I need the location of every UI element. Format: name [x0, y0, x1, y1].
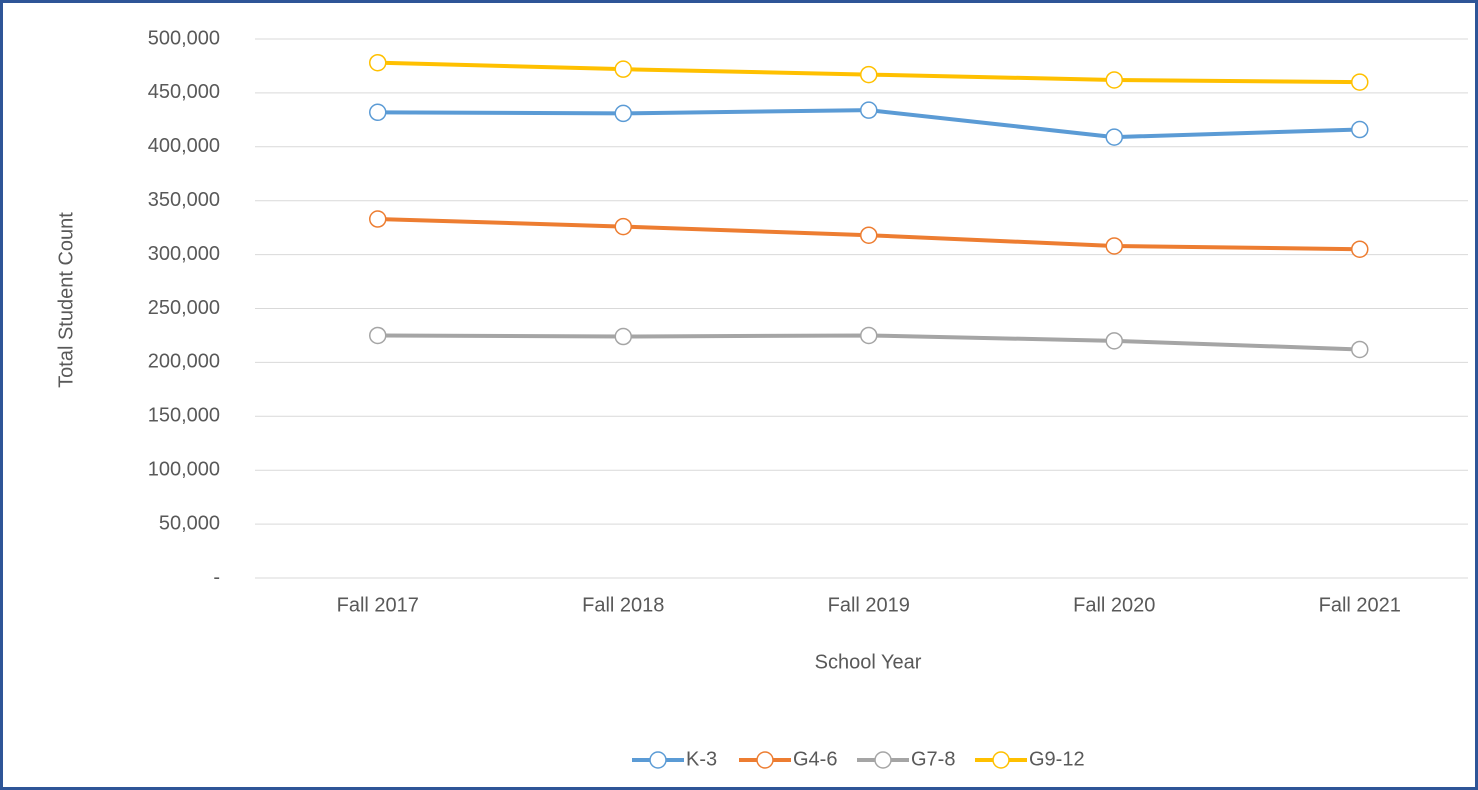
data-point [1351, 340, 1369, 359]
data-point [369, 210, 387, 228]
x-tick-label: Fall 2017 [337, 594, 419, 616]
x-tick-label: Fall 2020 [1073, 594, 1155, 616]
x-tick-label: Fall 2019 [828, 594, 910, 616]
x-tick-label: Fall 2021 [1319, 594, 1401, 616]
legend-marker [874, 751, 892, 769]
legend-label: G7-8 [911, 748, 955, 770]
legend-label: G9-12 [1029, 748, 1085, 770]
data-point [614, 327, 632, 346]
y-tick-label: 450,000 [148, 81, 220, 103]
data-point [860, 101, 878, 119]
data-point [860, 226, 878, 244]
y-tick-label: 50,000 [159, 512, 220, 534]
y-tick-label: 200,000 [148, 351, 220, 373]
y-tick-label: 300,000 [148, 243, 220, 265]
x-tick-label: Fall 2018 [582, 594, 664, 616]
y-tick-label: 500,000 [148, 27, 220, 49]
data-point [860, 65, 878, 84]
data-point [1105, 128, 1123, 146]
data-point [1351, 120, 1369, 139]
y-tick-label: 350,000 [148, 189, 220, 211]
y-tick-label: - [213, 566, 220, 588]
data-point [614, 104, 632, 123]
legend-label: G4-6 [793, 748, 837, 770]
y-tick-label: 100,000 [148, 458, 220, 480]
data-point [1351, 240, 1369, 258]
legend-marker [649, 751, 667, 769]
data-point [614, 217, 632, 236]
data-point [614, 60, 632, 78]
legend-marker [756, 751, 774, 769]
data-point [860, 326, 878, 345]
data-point [369, 53, 387, 72]
data-point [1105, 237, 1123, 255]
data-point [369, 326, 387, 345]
x-axis-label: School Year [815, 651, 922, 673]
y-axis-label: Total Student Count [55, 212, 77, 388]
data-point [369, 103, 387, 122]
legend-marker [992, 751, 1010, 769]
y-tick-label: 250,000 [148, 297, 220, 319]
legend-label: K-3 [686, 748, 717, 770]
data-point [1105, 71, 1123, 89]
y-tick-label: 150,000 [148, 405, 220, 427]
data-point [1351, 73, 1369, 91]
data-point [1105, 332, 1123, 350]
y-tick-label: 400,000 [148, 135, 220, 157]
